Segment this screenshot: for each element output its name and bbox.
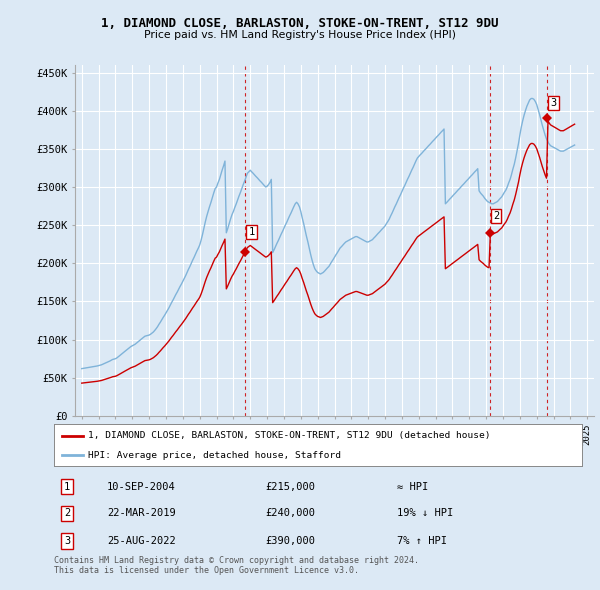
Text: ≈ HPI: ≈ HPI xyxy=(397,481,428,491)
Text: 25-AUG-2022: 25-AUG-2022 xyxy=(107,536,176,546)
Text: 10-SEP-2004: 10-SEP-2004 xyxy=(107,481,176,491)
Text: Contains HM Land Registry data © Crown copyright and database right 2024.
This d: Contains HM Land Registry data © Crown c… xyxy=(54,556,419,575)
Text: 1: 1 xyxy=(248,227,255,237)
Text: £240,000: £240,000 xyxy=(265,509,315,519)
Text: 7% ↑ HPI: 7% ↑ HPI xyxy=(397,536,447,546)
Text: 22-MAR-2019: 22-MAR-2019 xyxy=(107,509,176,519)
Text: £390,000: £390,000 xyxy=(265,536,315,546)
Text: 3: 3 xyxy=(64,536,70,546)
Text: 1, DIAMOND CLOSE, BARLASTON, STOKE-ON-TRENT, ST12 9DU (detached house): 1, DIAMOND CLOSE, BARLASTON, STOKE-ON-TR… xyxy=(88,431,491,440)
Text: 3: 3 xyxy=(550,98,556,108)
Text: 2: 2 xyxy=(493,211,499,221)
Text: 1: 1 xyxy=(64,481,70,491)
Text: 2: 2 xyxy=(64,509,70,519)
Text: £215,000: £215,000 xyxy=(265,481,315,491)
Text: Price paid vs. HM Land Registry's House Price Index (HPI): Price paid vs. HM Land Registry's House … xyxy=(144,30,456,40)
Text: 19% ↓ HPI: 19% ↓ HPI xyxy=(397,509,454,519)
Text: 1, DIAMOND CLOSE, BARLASTON, STOKE-ON-TRENT, ST12 9DU: 1, DIAMOND CLOSE, BARLASTON, STOKE-ON-TR… xyxy=(101,17,499,30)
Text: HPI: Average price, detached house, Stafford: HPI: Average price, detached house, Staf… xyxy=(88,451,341,460)
